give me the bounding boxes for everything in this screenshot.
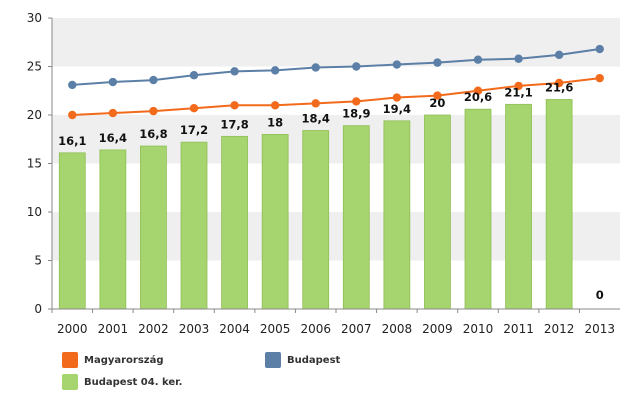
data-label-2000: 16,1 [58, 134, 86, 148]
point-budapest-2003 [189, 71, 199, 80]
point-magyarorszag-2001 [108, 108, 118, 118]
line-series [68, 44, 604, 120]
bar-2011 [505, 103, 532, 310]
point-budapest-2012 [554, 50, 564, 60]
x-tick-label: 2011 [503, 322, 534, 336]
bar-2007 [342, 125, 370, 310]
axes: 0 5 10 15 20 25 30 2000 2001 2002 2003 2004 2005 2006… [27, 11, 620, 336]
x-tick-label: 2010 [463, 322, 494, 336]
point-magyarorszag-2011 [514, 81, 523, 91]
data-label-2008: 19,4 [383, 102, 411, 116]
bar-2009 [424, 114, 451, 310]
x-tick-label: 2002 [138, 322, 169, 336]
grid-band [52, 115, 620, 164]
x-tick-label: 2006 [300, 322, 331, 336]
grid-band [52, 260, 620, 309]
point-magyarorszag-2005 [270, 101, 280, 110]
point-budapest-2008 [392, 60, 402, 69]
data-label-2010: 20,6 [464, 90, 492, 104]
point-budapest-2000 [68, 80, 77, 90]
data-label-2004: 17,8 [220, 117, 248, 131]
bar-2000 [58, 152, 86, 310]
grid-band [52, 66, 620, 115]
grid-bands [52, 18, 620, 309]
bar-2003 [180, 141, 208, 310]
y-tick-label: 25 [27, 60, 42, 74]
y-tick-label: 15 [27, 157, 42, 171]
point-budapest-2006 [311, 63, 320, 72]
point-budapest-2005 [270, 66, 280, 75]
data-labels: 16,1 16,4 16,8 17,2 17,8 18 18,4 18,9 19,4 20 20,6… [58, 80, 604, 302]
data-label-2003: 17,2 [180, 123, 208, 137]
y-tick-label: 10 [27, 205, 42, 219]
bar-2006 [302, 130, 330, 310]
y-tick-label: 20 [27, 108, 42, 122]
bar-2010 [464, 108, 492, 310]
x-tick-label: 2003 [179, 322, 210, 336]
data-label-2009: 20 [429, 96, 445, 110]
point-magyarorszag-2013 [595, 73, 604, 83]
point-magyarorszag-2006 [311, 99, 320, 108]
series-line-budapest [72, 48, 600, 86]
x-tick-label: 2000 [57, 322, 88, 336]
data-label-2002: 16,8 [139, 127, 167, 141]
data-label-2005: 18 [267, 115, 283, 129]
point-magyarorszag-2012 [554, 78, 564, 88]
data-label-2012: 21,6 [545, 80, 573, 94]
grid-band [52, 163, 620, 212]
data-label-2007: 18,9 [342, 107, 370, 121]
x-tick-label: 2001 [98, 322, 129, 336]
point-budapest-2010 [473, 55, 483, 64]
point-budapest-2009 [433, 58, 442, 67]
point-budapest-2001 [108, 77, 118, 87]
data-label-2006: 18,4 [302, 112, 330, 126]
x-tick-label: 2009 [422, 322, 453, 336]
point-magyarorszag-2009 [433, 91, 442, 100]
x-tick-label: 2012 [544, 322, 575, 336]
point-magyarorszag-2008 [392, 93, 402, 102]
x-tick-label: 2007 [341, 322, 372, 336]
point-magyarorszag-2004 [230, 101, 239, 110]
point-budapest-2002 [149, 75, 158, 85]
series-line-magyarorszag [72, 77, 600, 116]
point-budapest-2004 [230, 67, 239, 76]
bar-2001 [99, 149, 127, 310]
bar-2004 [221, 135, 248, 310]
point-magyarorszag-2010 [473, 86, 483, 95]
point-magyarorszag-2000 [68, 110, 77, 120]
point-magyarorszag-2007 [352, 97, 361, 106]
point-budapest-2007 [352, 62, 361, 71]
data-label-2001: 16,4 [99, 131, 127, 145]
bar-2012 [545, 99, 573, 310]
x-tick-label: 2013 [584, 322, 615, 336]
point-budapest-2011 [514, 54, 523, 63]
x-tick-label: 2004 [219, 322, 250, 336]
point-magyarorszag-2002 [149, 106, 158, 116]
y-tick-label: 30 [27, 11, 42, 25]
x-tick-label: 2008 [382, 322, 413, 336]
x-tick-label: 2005 [260, 322, 291, 336]
data-label-2013: 0 [596, 288, 604, 302]
bar-2002 [140, 145, 167, 310]
bar-2008 [383, 120, 411, 310]
data-label-2011: 21,1 [504, 85, 532, 99]
grid-band [52, 18, 620, 67]
bar-2005 [261, 133, 289, 310]
y-tick-label: 0 [34, 302, 42, 316]
grid-band [52, 212, 620, 261]
point-magyarorszag-2003 [189, 104, 199, 113]
bar-series [58, 99, 573, 310]
y-tick-label: 5 [34, 254, 42, 268]
point-budapest-2013 [595, 44, 604, 54]
